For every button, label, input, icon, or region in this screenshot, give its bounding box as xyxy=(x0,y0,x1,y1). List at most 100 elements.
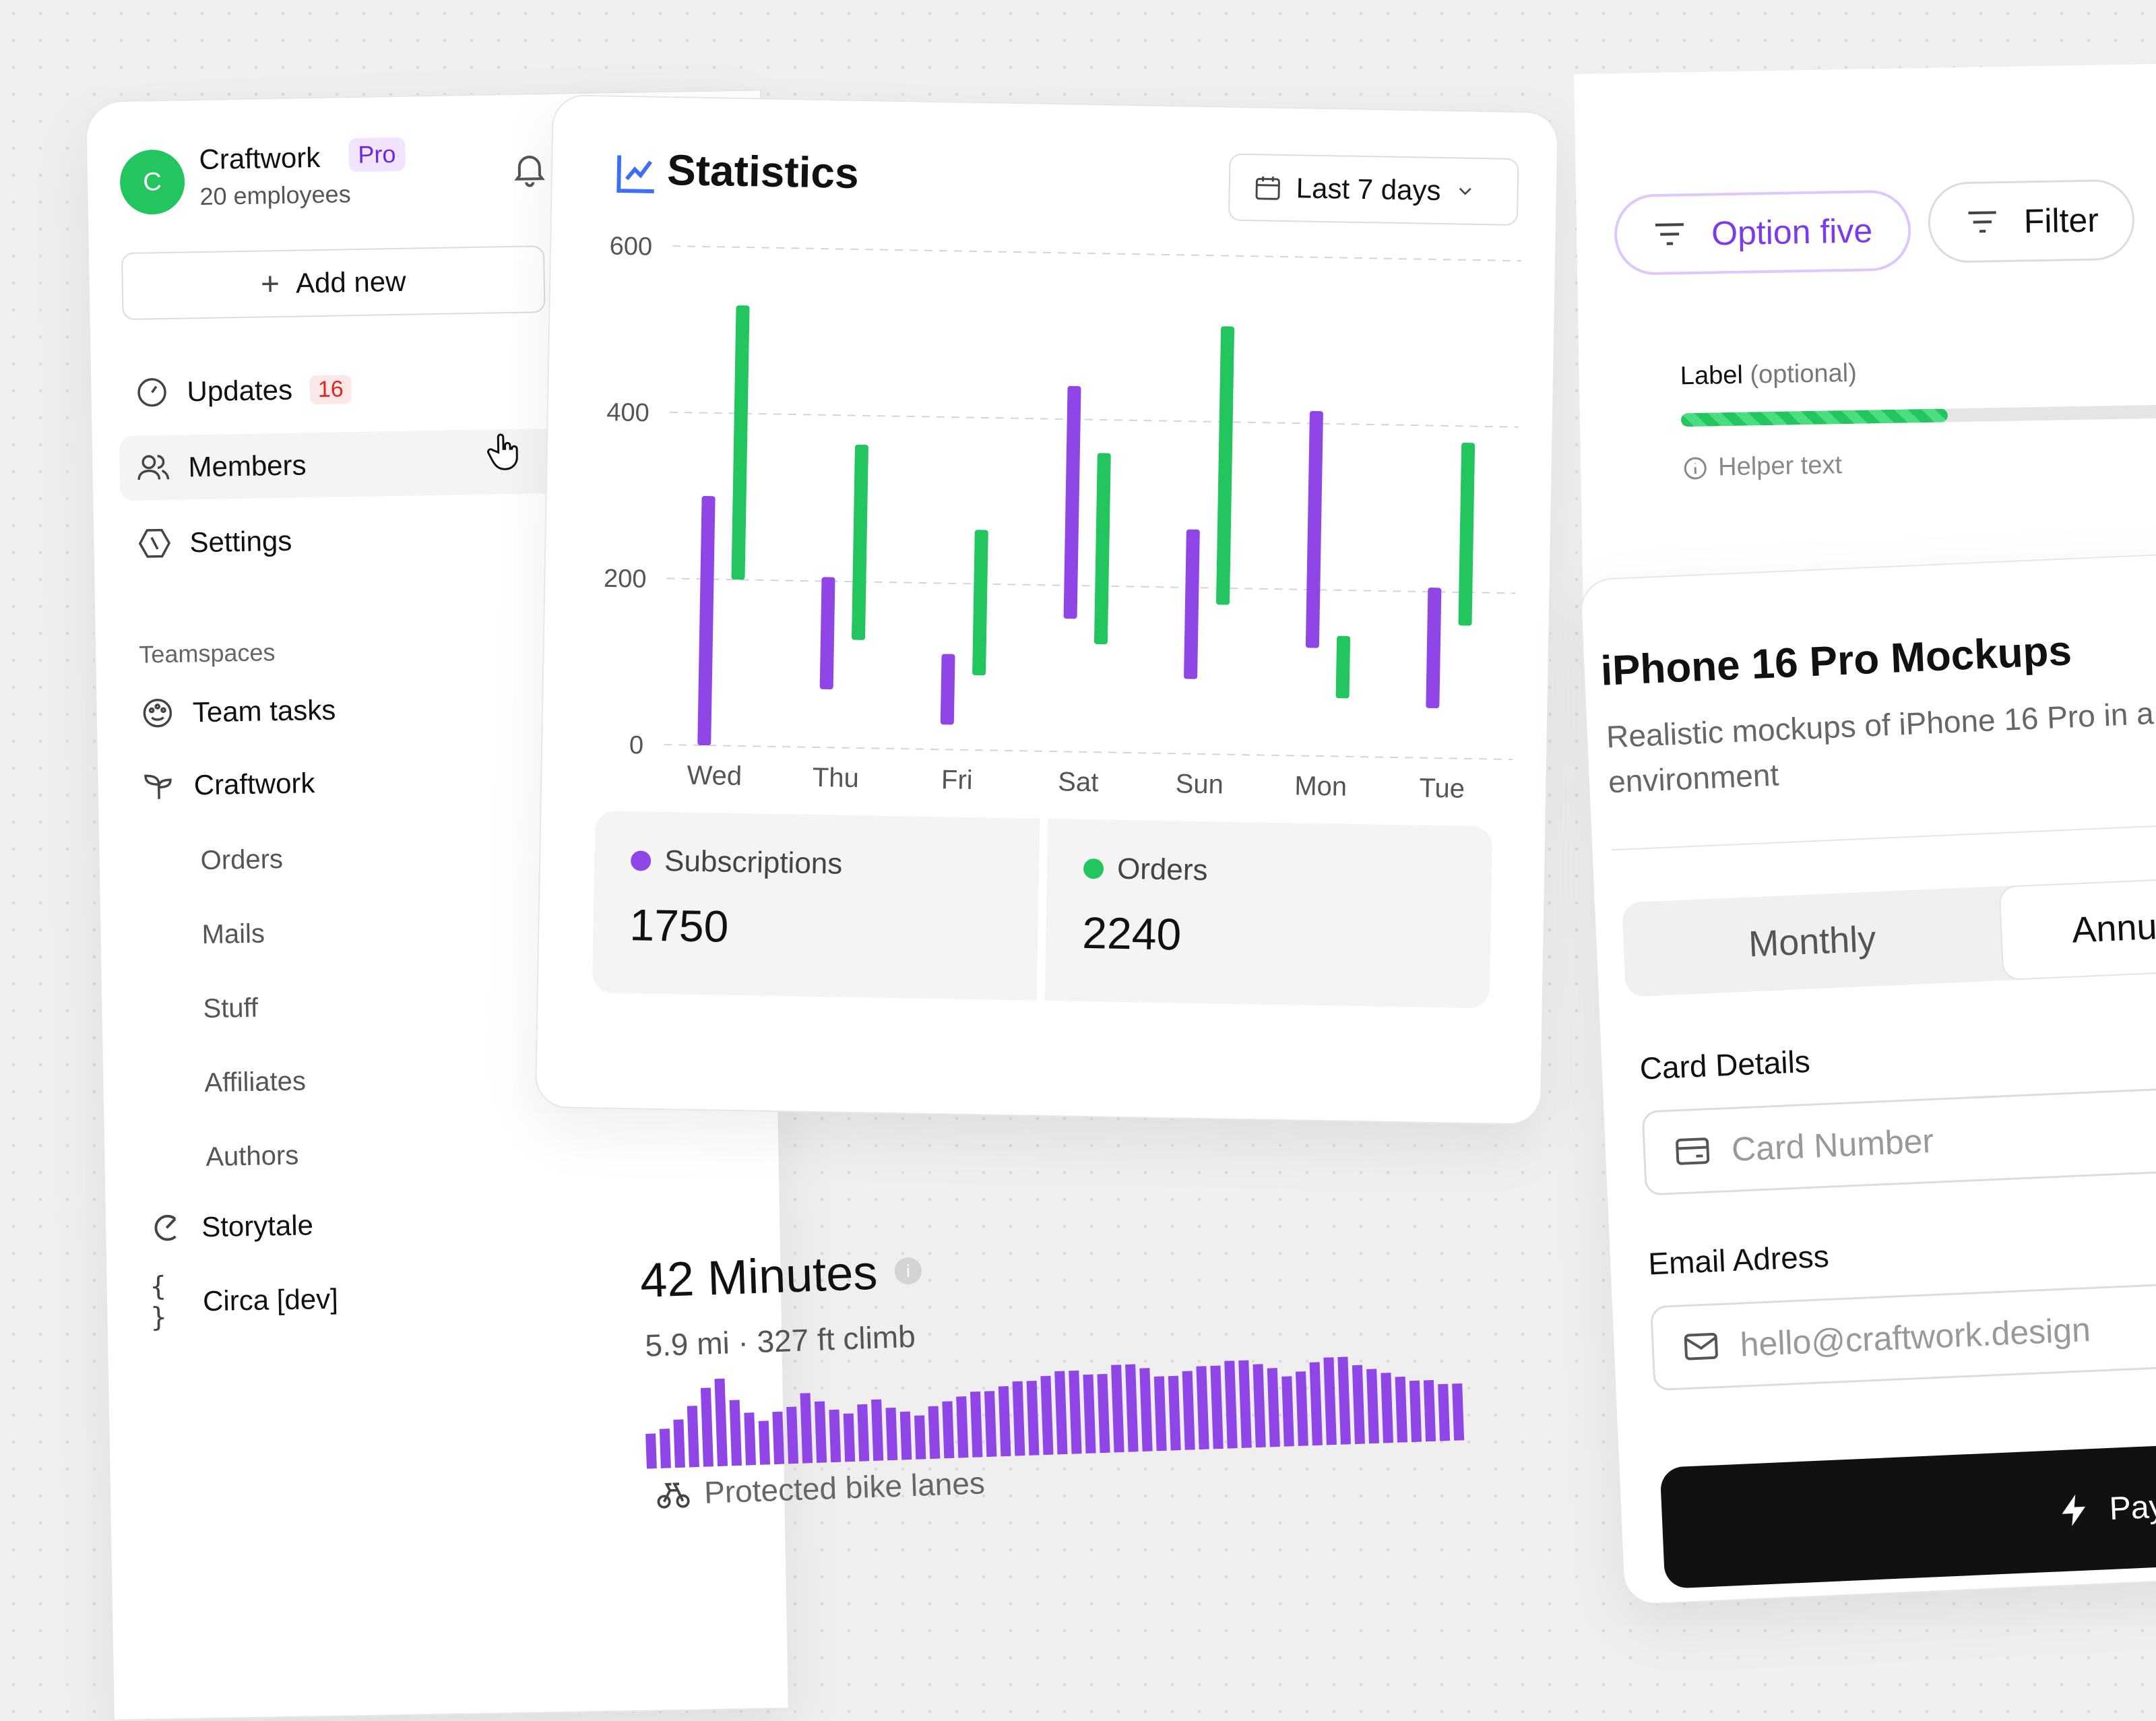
subscriptions-legend: Subscriptions xyxy=(630,844,843,881)
sidebar-item-label: Circa [dev] xyxy=(202,1282,339,1317)
field-optional-text: (optional) xyxy=(1750,358,1858,389)
bell-icon[interactable] xyxy=(509,148,550,189)
teamspaces-heading: Teamspaces xyxy=(138,638,276,668)
date-range-dropdown[interactable]: Last 7 days xyxy=(1228,153,1519,226)
field-label-text: Label xyxy=(1680,361,1744,391)
chart-bar-subscriptions xyxy=(697,496,716,746)
activity-bar xyxy=(928,1406,941,1460)
chart-bar-orders xyxy=(972,530,988,676)
activity-bar xyxy=(1069,1370,1082,1454)
sidebar-item-label: Craftwork xyxy=(193,767,315,801)
settings-hex-icon xyxy=(137,526,172,561)
activity-footer: Protected bike lanes xyxy=(654,1464,986,1513)
chart-bar-orders xyxy=(731,305,750,580)
chart-bar-orders xyxy=(1458,443,1476,626)
sidebar-subitem-orders[interactable]: Orders xyxy=(200,844,284,876)
calendar-icon xyxy=(1255,176,1280,200)
activity-bar xyxy=(1337,1356,1351,1445)
helper-text-label: Helper text xyxy=(1717,451,1843,482)
billing-toggle: Monthly Annual xyxy=(1621,875,2156,997)
subscriptions-summary: Subscriptions 1750 xyxy=(592,811,1040,1001)
activity-bar xyxy=(800,1393,813,1464)
activity-bar xyxy=(885,1407,898,1461)
activity-bar xyxy=(899,1411,912,1460)
activity-bar xyxy=(1040,1375,1054,1456)
activity-bar xyxy=(814,1401,827,1463)
sidebar-subitem-stuff[interactable]: Stuff xyxy=(203,993,259,1024)
x-tick-label: Thu xyxy=(813,763,860,793)
statistics-chart: 0 200 400 600 Wed Thu Fri Sat Sun Mon Tue xyxy=(604,232,1521,804)
email-input[interactable]: hello@craftwork.design xyxy=(1650,1278,2156,1391)
sidebar-item-storytale[interactable]: Storytale xyxy=(132,1185,740,1261)
grid-line xyxy=(664,744,1513,761)
activity-bar xyxy=(1253,1364,1266,1448)
chart-bar-subscriptions xyxy=(819,577,835,690)
activity-bar xyxy=(1054,1371,1068,1455)
activity-bar xyxy=(998,1385,1011,1457)
activity-summary: 42 Minutes i 5.9 mi · 327 ft climb Prote… xyxy=(639,1210,1525,1536)
chart-bar-orders xyxy=(852,444,868,640)
progress-bar xyxy=(1680,402,2156,427)
x-tick-label: Tue xyxy=(1419,774,1465,804)
chevron-down-icon xyxy=(1459,187,1471,195)
activity-bar xyxy=(1381,1373,1394,1443)
activity-bar xyxy=(1224,1360,1238,1449)
sidebar-item-settings[interactable]: Settings xyxy=(121,501,728,576)
chart-bar-orders xyxy=(1093,453,1111,645)
field-label: Label (optional) xyxy=(1680,359,1857,392)
sidebar-item-team-tasks[interactable]: Team tasks xyxy=(123,670,731,746)
activity-footer-label: Protected bike lanes xyxy=(703,1465,986,1510)
mail-icon xyxy=(1684,1332,1718,1360)
activity-bar xyxy=(1125,1364,1139,1452)
dashboard-gauge-icon xyxy=(134,375,170,410)
activity-bar xyxy=(1438,1383,1451,1441)
activity-bar xyxy=(942,1401,955,1459)
billing-monthly-option[interactable]: Monthly xyxy=(1748,918,1877,965)
option-five-chip[interactable]: Option five xyxy=(1614,189,1912,276)
date-range-label: Last 7 days xyxy=(1296,172,1441,207)
activity-bar xyxy=(1423,1379,1436,1442)
workspace-avatar[interactable]: C xyxy=(119,149,185,216)
sidebar-subitem-authors[interactable]: Authors xyxy=(205,1140,299,1172)
filter-chip[interactable]: Filter xyxy=(1927,179,2135,263)
activity-bar xyxy=(729,1400,742,1466)
activity-bar xyxy=(1168,1375,1181,1451)
palette-icon xyxy=(139,695,175,731)
chart-bar-subscriptions xyxy=(940,654,955,725)
activity-bar xyxy=(744,1412,757,1466)
activity-bar xyxy=(914,1415,926,1460)
activity-bar xyxy=(758,1420,771,1465)
activity-bar xyxy=(1281,1376,1294,1447)
subscriptions-label: Subscriptions xyxy=(664,844,843,881)
sidebar-item-updates[interactable]: Updates 16 xyxy=(118,350,726,426)
statistics-title: Statistics xyxy=(666,145,860,197)
activity-bar xyxy=(829,1409,842,1463)
pay-button-label: Pay $59 xyxy=(2108,1486,2156,1527)
plan-badge: Pro xyxy=(348,137,406,173)
sidebar-item-members[interactable]: Members xyxy=(119,425,727,501)
lightning-icon xyxy=(2062,1494,2085,1526)
activity-bar xyxy=(1182,1371,1195,1450)
activity-bar xyxy=(871,1399,884,1462)
y-tick-label: 200 xyxy=(604,565,647,594)
hand-cursor-icon xyxy=(487,433,518,470)
activity-bar xyxy=(1452,1383,1465,1441)
sidebar-subitem-mails[interactable]: Mails xyxy=(201,918,265,950)
sidebar-subitem-affiliates[interactable]: Affiliates xyxy=(204,1066,307,1098)
divider xyxy=(1611,821,2156,851)
y-tick-label: 400 xyxy=(606,398,649,427)
billing-annual-option[interactable]: Annual xyxy=(1998,875,2156,981)
workspace-name[interactable]: Craftwork xyxy=(199,141,321,176)
option-five-label: Option five xyxy=(1711,212,1873,253)
activity-distance: 5.9 mi · 327 ft climb xyxy=(644,1318,916,1363)
sidebar-item-craftwork[interactable]: Craftwork xyxy=(125,743,732,819)
info-icon[interactable]: i xyxy=(894,1257,922,1285)
filter-label: Filter xyxy=(2023,201,2099,241)
pay-button[interactable]: Pay $59 xyxy=(1659,1439,2156,1589)
add-new-button[interactable]: + Add new xyxy=(121,245,546,321)
activity-bar xyxy=(1196,1366,1209,1450)
card-number-input[interactable]: Card Number xyxy=(1641,1083,2156,1196)
activity-bar xyxy=(1366,1369,1379,1444)
x-tick-label: Sun xyxy=(1175,769,1224,799)
activity-bar xyxy=(1111,1365,1124,1453)
